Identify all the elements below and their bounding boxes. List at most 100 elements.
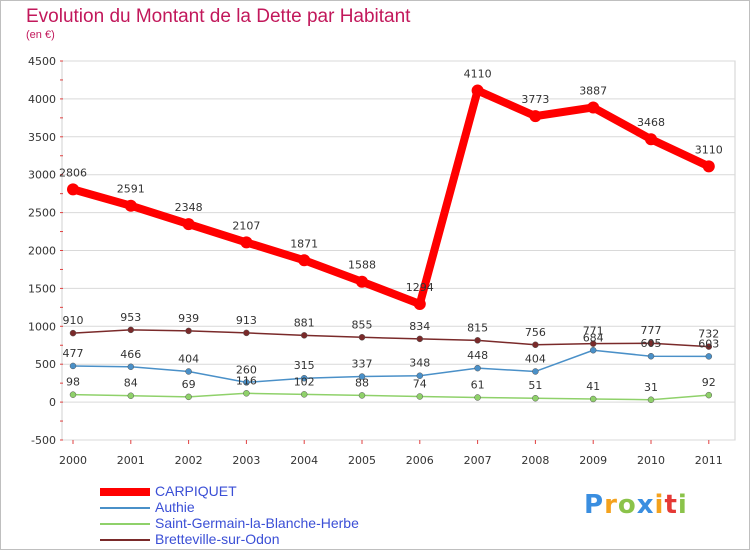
data-label: 102 <box>294 375 315 388</box>
data-point <box>69 362 77 370</box>
series-line <box>69 86 713 309</box>
data-point <box>358 373 366 380</box>
data-point <box>474 364 481 372</box>
data-label: 260 <box>236 363 257 376</box>
x-tick-label: 2007 <box>464 454 492 467</box>
logo-letter: P <box>584 490 605 520</box>
data-label: 2806 <box>59 166 87 179</box>
data-point <box>124 199 137 212</box>
data-label: 51 <box>528 379 542 392</box>
data-point <box>69 329 77 337</box>
data-point <box>413 298 426 311</box>
y-tick-label: 0 <box>49 396 56 409</box>
data-point <box>702 160 715 173</box>
data-point <box>298 254 311 267</box>
data-label: 69 <box>182 378 196 391</box>
data-point <box>705 391 713 399</box>
legend-swatch <box>100 507 150 509</box>
data-label: 1871 <box>290 237 318 250</box>
data-point <box>127 326 135 334</box>
data-point <box>240 236 253 249</box>
data-label: 3468 <box>637 116 665 129</box>
data-point <box>67 183 79 196</box>
data-point <box>589 347 597 354</box>
data-label: 910 <box>63 314 84 327</box>
data-point <box>243 390 250 397</box>
data-point <box>185 368 192 375</box>
data-label: 448 <box>467 349 488 362</box>
data-point <box>529 110 542 123</box>
data-label: 2348 <box>175 201 203 214</box>
data-label: 98 <box>66 376 80 389</box>
data-point <box>705 343 713 350</box>
data-point <box>185 393 192 401</box>
data-point <box>474 394 481 401</box>
data-point <box>300 332 308 339</box>
legend-label: CARPIQUET <box>155 483 237 499</box>
data-point <box>647 352 655 360</box>
y-tick-label: 2500 <box>28 207 56 220</box>
legend-label: Saint-Germain-la-Blanche-Herbe <box>155 515 359 531</box>
series-line <box>72 349 710 384</box>
data-point <box>243 329 250 337</box>
data-label: 404 <box>178 352 199 365</box>
data-label: 31 <box>644 381 658 394</box>
data-label: 41 <box>586 380 600 393</box>
data-label: 3110 <box>695 143 723 156</box>
data-label: 913 <box>236 314 257 327</box>
y-tick-label: 500 <box>35 358 56 371</box>
x-tick-label: 2000 <box>59 454 87 467</box>
legend-swatch <box>100 539 150 541</box>
y-tick-label: 1500 <box>28 282 56 295</box>
data-label: 74 <box>413 377 427 390</box>
data-label: 337 <box>352 358 373 371</box>
data-label: 84 <box>124 377 138 390</box>
data-label: 348 <box>409 357 430 370</box>
data-point <box>532 341 539 349</box>
y-tick-label: 4000 <box>28 93 56 106</box>
data-point <box>182 218 195 231</box>
data-label: 881 <box>294 316 315 329</box>
data-point <box>587 101 600 114</box>
data-point <box>358 392 366 399</box>
data-point <box>69 391 77 398</box>
data-label: 61 <box>471 378 485 391</box>
data-label: 3773 <box>521 93 549 106</box>
logo-letter: x <box>636 490 655 520</box>
data-label: 756 <box>525 326 546 339</box>
data-point <box>532 368 539 375</box>
data-point <box>358 334 366 341</box>
data-point <box>645 133 657 146</box>
data-label: 2591 <box>117 183 145 196</box>
data-point <box>416 393 424 400</box>
x-tick-label: 2006 <box>406 454 434 467</box>
series-line <box>72 329 710 348</box>
data-label: 684 <box>583 331 604 344</box>
data-point <box>127 363 135 371</box>
data-point <box>300 391 308 398</box>
x-tick-label: 2005 <box>348 454 376 467</box>
data-point <box>589 395 597 403</box>
data-label: 1588 <box>348 259 376 272</box>
data-point <box>471 84 484 97</box>
y-tick-label: 3500 <box>28 131 56 144</box>
data-point <box>356 275 368 288</box>
data-point <box>705 353 713 360</box>
legend-label: Bretteville-sur-Odon <box>155 531 280 547</box>
data-label: 603 <box>698 337 719 350</box>
data-point <box>243 379 250 386</box>
data-point <box>127 392 135 399</box>
series-line <box>72 392 710 401</box>
logo-letter: t <box>664 490 678 520</box>
y-tick-label: -500 <box>31 434 56 447</box>
data-label: 3887 <box>579 84 607 97</box>
data-point <box>185 327 192 335</box>
logo-letter: i <box>654 490 665 520</box>
x-tick-label: 2002 <box>175 454 203 467</box>
data-label: 939 <box>178 312 199 325</box>
y-tick-label: 4500 <box>28 55 56 68</box>
data-label: 732 <box>698 328 719 341</box>
y-tick-label: 3000 <box>28 169 56 182</box>
